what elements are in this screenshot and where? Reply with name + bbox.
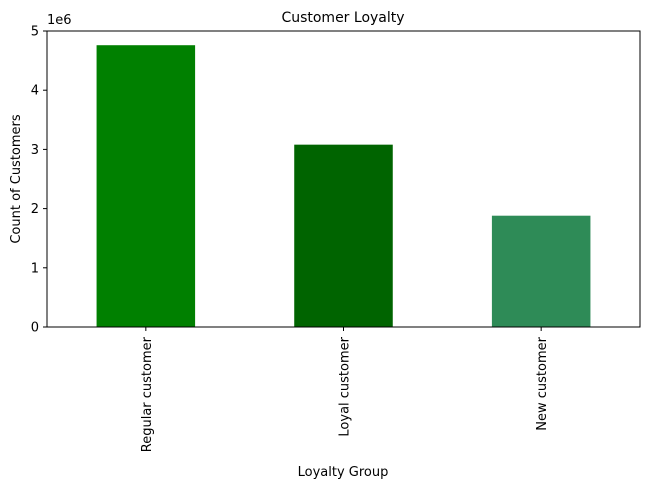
x-tick-label: Regular customer xyxy=(140,336,155,452)
x-ticks-group: Regular customer Loyal customer New custom… xyxy=(140,327,550,452)
y-axis-scale-label: 1e6 xyxy=(47,13,72,28)
y-tick-label: 0 xyxy=(31,321,39,336)
y-ticks-group: 0 1 2 3 4 5 xyxy=(31,25,47,336)
y-tick-label: 4 xyxy=(31,84,39,99)
chart-title: Customer Loyalty xyxy=(281,10,404,26)
y-axis-label: Count of Customers xyxy=(9,114,24,244)
bar-regular-customer xyxy=(96,45,196,328)
bar-new-customer xyxy=(491,215,591,327)
bar-loyal-customer xyxy=(294,144,393,327)
y-tick-label: 2 xyxy=(31,202,39,217)
bars-group xyxy=(96,45,591,328)
y-tick-label: 5 xyxy=(31,25,39,40)
y-tick-label: 1 xyxy=(31,261,39,276)
x-tick-label: Loyal customer xyxy=(338,336,353,436)
x-axis-label: Loyalty Group xyxy=(298,465,389,480)
y-tick-label: 3 xyxy=(31,143,39,158)
x-tick-label: New customer xyxy=(535,336,550,430)
